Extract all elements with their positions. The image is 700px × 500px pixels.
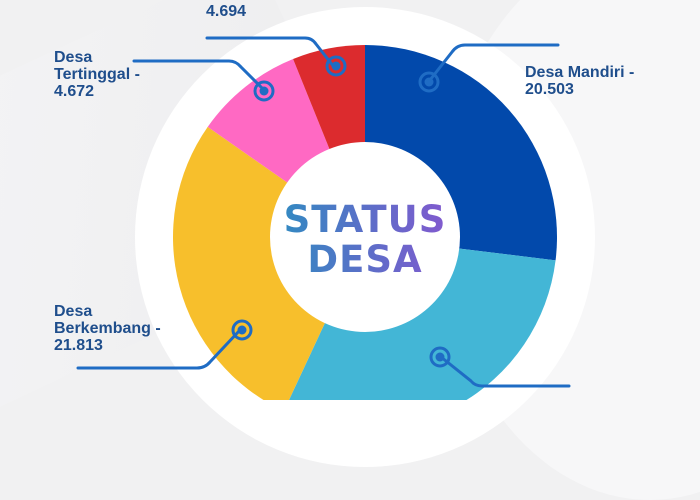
label-top-value: 4.694	[206, 3, 247, 20]
label-desa-tertinggal: Desa Tertinggal - 4.672	[54, 49, 140, 100]
markers	[231, 55, 451, 368]
donut-hole	[270, 142, 460, 332]
title-line-2: DESA	[307, 238, 423, 281]
center-title: STATUS DESA	[265, 200, 465, 280]
leader-mandiri	[428, 43, 560, 82]
marker-berkembang-icon	[231, 319, 253, 341]
marker-tertinggal-icon	[253, 80, 275, 102]
marker-top-icon	[325, 55, 347, 77]
leader-lines	[76, 36, 571, 388]
title-line-1: STATUS	[283, 198, 447, 241]
label-desa-berkembang: Desa Berkembang - 21.813	[54, 303, 161, 354]
leader-top	[205, 36, 336, 69]
leader-tertinggal	[132, 59, 266, 92]
label-desa-mandiri: Desa Mandiri - 20.503	[525, 64, 635, 98]
marker-cyan-icon	[429, 346, 451, 368]
leader-berkembang	[76, 328, 242, 370]
leader-cyan	[439, 355, 571, 388]
donut-chart	[76, 36, 571, 400]
donut-segment	[173, 126, 365, 400]
marker-mandiri-icon	[418, 71, 440, 93]
